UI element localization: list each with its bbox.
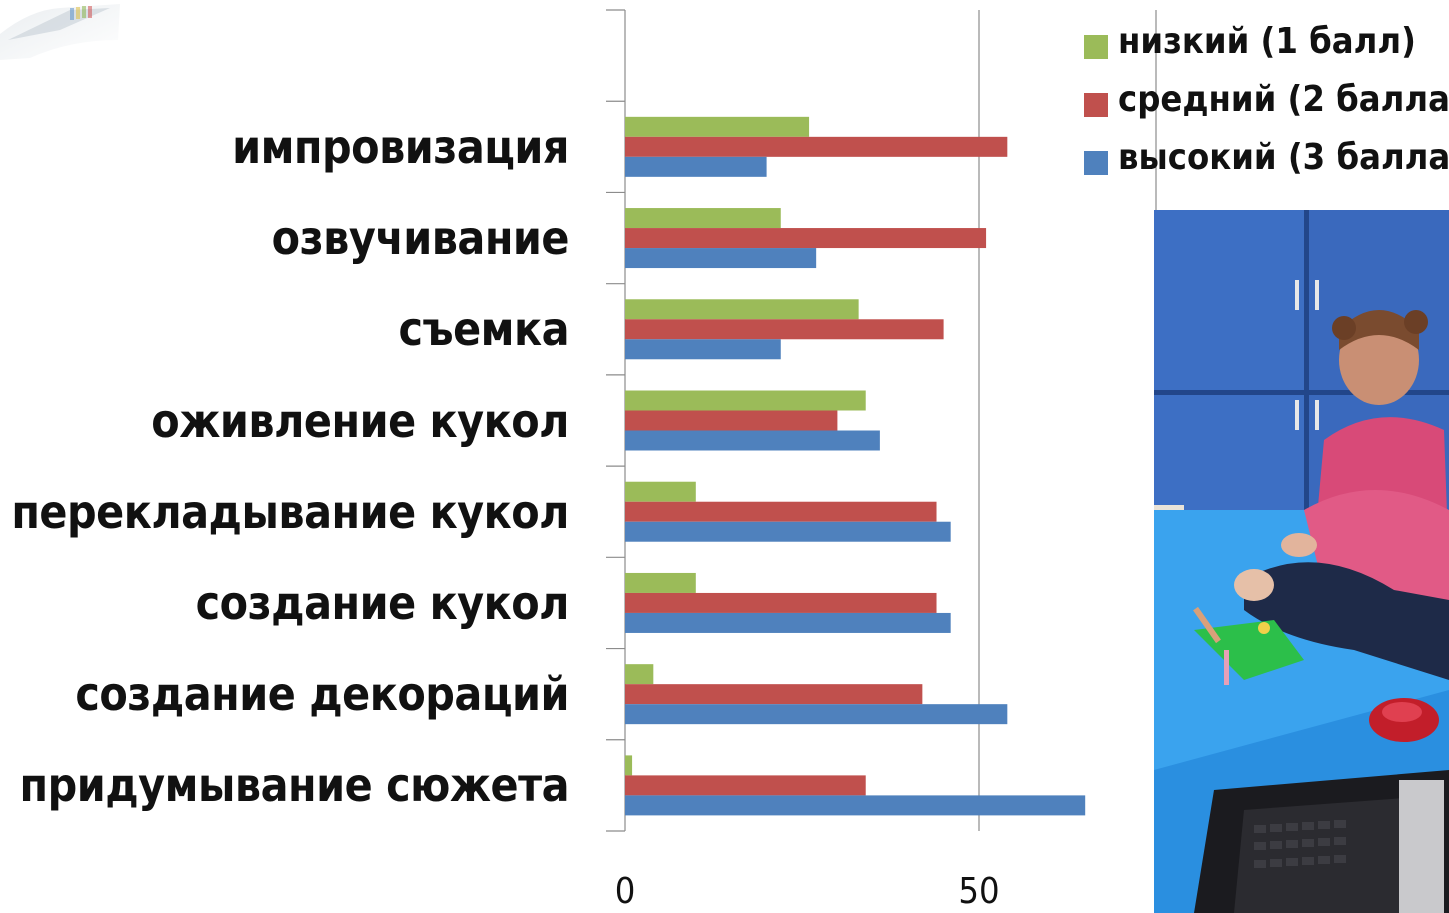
bar-1-7 <box>625 664 654 685</box>
category-label: импровизация <box>232 119 569 174</box>
legend-swatch <box>1084 151 1108 175</box>
category-label: съемка <box>398 302 569 357</box>
bar-2-1 <box>625 136 1008 157</box>
category-label: создание кукол <box>195 575 570 630</box>
legend-label: низкий (1 балл) <box>1118 20 1416 62</box>
bar-2-8 <box>625 775 866 796</box>
chart-legend: низкий (1 балл) средний (2 балла) высокий … <box>1084 12 1449 186</box>
legend-label: высокий (3 балла) <box>1118 136 1449 178</box>
category-label: придумывание сюжета <box>19 758 570 813</box>
bar-1-4 <box>625 390 866 411</box>
x-tick-label: 0 <box>614 871 636 912</box>
logo-graphic <box>0 4 120 60</box>
bar-3-7 <box>625 704 1008 725</box>
bar-3-6 <box>625 612 951 633</box>
bar-3-3 <box>625 339 781 360</box>
bar-1-8 <box>625 755 633 776</box>
category-label: оживление кукол <box>151 393 569 448</box>
category-label: создание декораций <box>75 667 569 722</box>
bar-1-5 <box>625 481 696 502</box>
category-label: перекладывание кукол <box>11 484 569 539</box>
bar-3-2 <box>625 248 817 269</box>
legend-item: низкий (1 балл) <box>1084 12 1449 70</box>
x-tick-label: 50 <box>958 871 1000 912</box>
legend-item: средний (2 балла) <box>1084 70 1449 128</box>
category-label: озвучивание <box>271 211 570 266</box>
legend-item: высокий (3 балла) <box>1084 128 1449 186</box>
bar-3-8 <box>625 795 1086 816</box>
bar-1-6 <box>625 572 696 593</box>
bar-1-1 <box>625 116 810 137</box>
legend-swatch <box>1084 93 1108 117</box>
bar-3-4 <box>625 430 880 451</box>
legend-swatch <box>1084 35 1108 59</box>
classroom-photo <box>1154 210 1449 913</box>
bar-3-5 <box>625 521 951 542</box>
bar-2-2 <box>625 228 987 249</box>
bar-2-7 <box>625 684 923 705</box>
bar-2-6 <box>625 592 937 613</box>
bar-1-2 <box>625 208 781 229</box>
bar-2-4 <box>625 410 838 431</box>
bar-2-3 <box>625 319 944 340</box>
bar-3-1 <box>625 156 767 177</box>
bar-1-3 <box>625 299 859 320</box>
bar-2-5 <box>625 501 937 522</box>
legend-label: средний (2 балла) <box>1118 78 1449 120</box>
